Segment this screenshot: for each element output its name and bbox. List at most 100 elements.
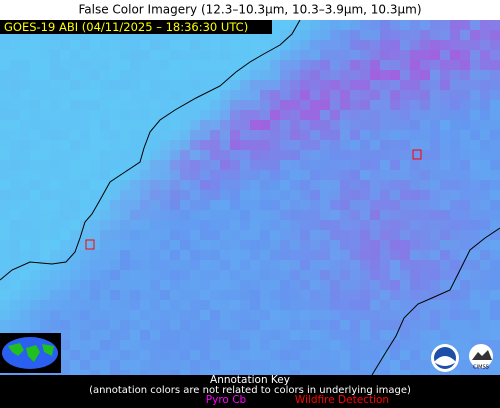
image-pixel	[340, 150, 350, 160]
image-pixel	[350, 40, 360, 50]
image-pixel	[20, 100, 30, 110]
image-pixel	[300, 100, 310, 110]
image-pixel	[280, 60, 290, 70]
image-pixel	[360, 200, 370, 210]
image-pixel	[460, 20, 470, 30]
image-pixel	[20, 120, 30, 130]
image-pixel	[60, 280, 70, 290]
image-pixel	[90, 200, 100, 210]
image-pixel	[210, 260, 220, 270]
image-pixel	[310, 310, 320, 320]
image-pixel	[460, 250, 470, 260]
image-pixel	[100, 250, 110, 260]
image-pixel	[400, 200, 410, 210]
image-pixel	[380, 220, 390, 230]
image-pixel	[240, 80, 250, 90]
image-pixel	[120, 320, 130, 330]
image-pixel	[300, 270, 310, 280]
image-pixel	[70, 240, 80, 250]
image-pixel	[120, 150, 130, 160]
image-pixel	[10, 50, 20, 60]
image-pixel	[90, 330, 100, 340]
image-pixel	[340, 140, 350, 150]
image-pixel	[80, 360, 90, 370]
image-pixel	[460, 180, 470, 190]
image-pixel	[90, 250, 100, 260]
image-pixel	[220, 310, 230, 320]
image-pixel	[110, 30, 120, 40]
image-pixel	[330, 230, 340, 240]
image-pixel	[390, 40, 400, 50]
image-pixel	[390, 80, 400, 90]
image-pixel	[70, 340, 80, 350]
image-pixel	[320, 190, 330, 200]
image-pixel	[400, 290, 410, 300]
image-pixel	[0, 260, 10, 270]
image-pixel	[290, 270, 300, 280]
image-pixel	[120, 200, 130, 210]
image-pixel	[40, 210, 50, 220]
image-pixel	[160, 360, 170, 370]
image-pixel	[50, 130, 60, 140]
image-pixel	[300, 110, 310, 120]
image-pixel	[40, 40, 50, 50]
image-pixel	[320, 360, 330, 370]
image-pixel	[330, 40, 340, 50]
image-pixel	[60, 70, 70, 80]
overlay-box	[0, 20, 272, 34]
image-pixel	[300, 240, 310, 250]
image-pixel	[470, 20, 480, 30]
image-pixel	[280, 240, 290, 250]
image-pixel	[140, 150, 150, 160]
image-pixel	[10, 80, 20, 90]
image-pixel	[60, 170, 70, 180]
image-pixel	[420, 150, 430, 160]
image-pixel	[160, 190, 170, 200]
image-pixel	[190, 140, 200, 150]
image-pixel	[370, 80, 380, 90]
image-pixel	[240, 240, 250, 250]
image-pixel	[290, 120, 300, 130]
image-pixel	[270, 300, 280, 310]
image-pixel	[0, 290, 10, 300]
image-pixel	[30, 310, 40, 320]
image-pixel	[150, 140, 160, 150]
image-pixel	[50, 230, 60, 240]
image-pixel	[270, 230, 280, 240]
image-pixel	[250, 350, 260, 360]
image-pixel	[220, 330, 230, 340]
image-pixel	[70, 80, 80, 90]
image-pixel	[150, 150, 160, 160]
image-pixel	[450, 190, 460, 200]
image-pixel	[160, 130, 170, 140]
image-pixel	[490, 130, 500, 140]
image-pixel	[340, 330, 350, 340]
image-pixel	[30, 150, 40, 160]
image-pixel	[310, 130, 320, 140]
image-pixel	[0, 300, 10, 310]
image-pixel	[60, 50, 70, 60]
image-pixel	[340, 80, 350, 90]
image-pixel	[160, 140, 170, 150]
image-pixel	[60, 250, 70, 260]
image-pixel	[250, 70, 260, 80]
image-pixel	[410, 310, 420, 320]
image-pixel	[260, 360, 270, 370]
image-pixel	[20, 220, 30, 230]
image-pixel	[200, 360, 210, 370]
image-pixel	[260, 40, 270, 50]
image-pixel	[470, 320, 480, 330]
image-pixel	[360, 280, 370, 290]
image-pixel	[390, 140, 400, 150]
image-pixel	[10, 120, 20, 130]
image-pixel	[180, 310, 190, 320]
image-pixel	[490, 190, 500, 200]
image-pixel	[220, 200, 230, 210]
image-pixel	[320, 310, 330, 320]
image-pixel	[160, 90, 170, 100]
image-pixel	[250, 100, 260, 110]
image-pixel	[380, 360, 390, 370]
image-pixel	[440, 100, 450, 110]
image-pixel	[290, 200, 300, 210]
image-pixel	[100, 40, 110, 50]
